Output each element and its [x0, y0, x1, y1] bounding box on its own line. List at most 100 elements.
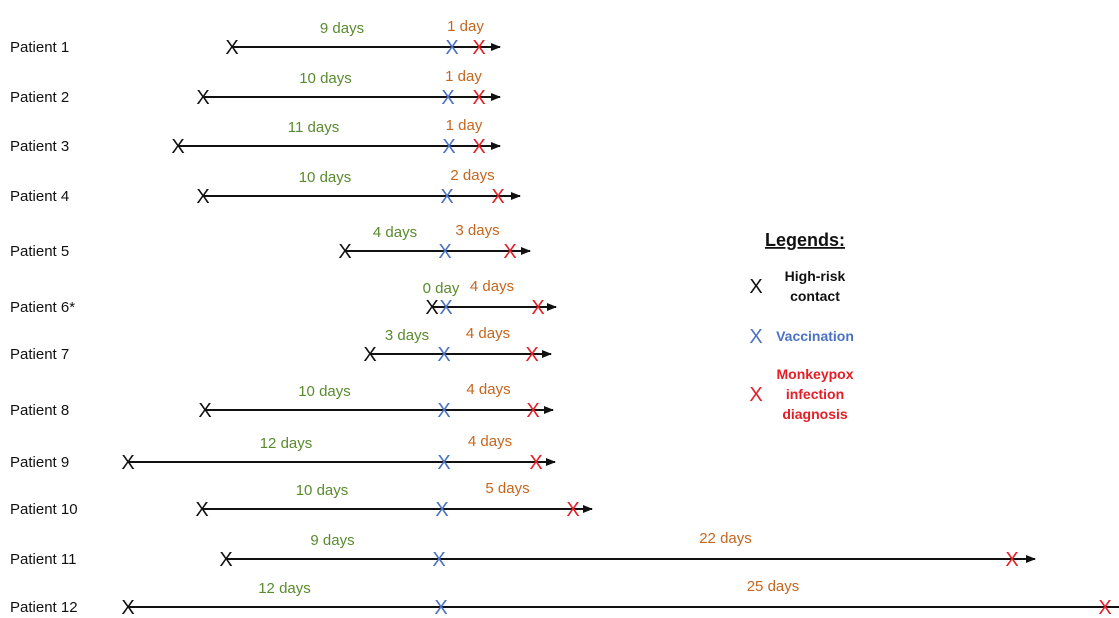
vaccination-marker: X — [432, 549, 445, 571]
diagnosis-marker: X — [472, 37, 485, 59]
pre-duration-label: 10 days — [299, 169, 352, 186]
diagnosis-marker: X — [566, 499, 579, 521]
patient-label: Patient 1 — [10, 39, 69, 56]
diagnosis-marker: X — [1005, 549, 1018, 571]
patient-row: Patient 6* X X X0 day 4 days — [10, 278, 557, 319]
patient-row: Patient 4 X X X 10 days 2 days — [10, 167, 521, 208]
diagnosis-marker: X — [472, 136, 485, 158]
legend-marker: X — [749, 326, 762, 348]
patient-label: Patient 8 — [10, 402, 69, 419]
patient-row: Patient 2 X X X10 days 1 day — [10, 68, 501, 109]
post-duration-label: 4 days — [466, 381, 510, 398]
legend-item-text: Vaccination — [776, 328, 854, 344]
vaccination-marker: X — [437, 344, 450, 366]
diagnosis-marker: X — [526, 400, 539, 422]
diagnosis-marker: X — [1098, 597, 1111, 618]
legend-title: Legends: — [765, 230, 845, 250]
diagnosis-marker: X — [472, 87, 485, 109]
legend-item-diagnosis: X Monkeypox infection diagnosis — [749, 366, 853, 422]
patient-label: Patient 5 — [10, 243, 69, 260]
contact-marker: X — [121, 597, 134, 618]
patient-label: Patient 4 — [10, 188, 69, 205]
patient-row: Patient 10 X X X 10 days 5 days — [10, 480, 593, 521]
post-duration-label: 2 days — [450, 167, 494, 184]
patient-label: Patient 12 — [10, 599, 78, 616]
post-duration-label: 4 days — [466, 325, 510, 342]
patient-row: Patient 7 X X X 3 days 4 days — [10, 325, 552, 366]
diagnosis-marker: X — [525, 344, 538, 366]
pre-duration-label: 12 days — [260, 435, 313, 452]
legend-item-text: High-risk — [785, 268, 846, 284]
diagnosis-marker: X — [503, 241, 516, 263]
vaccination-marker: X — [442, 136, 455, 158]
legend-item-contact: X High-risk contact — [749, 268, 845, 304]
contact-marker: X — [425, 297, 438, 319]
vaccination-marker: X — [437, 452, 450, 474]
patient-label: Patient 7 — [10, 346, 69, 363]
patient-row: Patient 11 X X X 9 days 22 days — [10, 530, 1036, 571]
patient-row: Patient 12 X X X 12 days 25 days — [10, 578, 1119, 618]
pre-duration-label: 3 days — [385, 327, 429, 344]
contact-marker: X — [198, 400, 211, 422]
patient-row: Patient 8 X X X 10 days 4 days — [10, 381, 554, 422]
patient-row: Patient 5 X X X 4 days 3 days — [10, 222, 531, 263]
pre-duration-label: 4 days — [373, 224, 417, 241]
legend-item-vaccination: X Vaccination — [749, 326, 854, 348]
pre-duration-label: 10 days — [298, 383, 351, 400]
pre-duration-label: 11 days — [288, 119, 339, 136]
diagnosis-marker: X — [529, 452, 542, 474]
vaccination-marker: X — [435, 499, 448, 521]
patient-label: Patient 10 — [10, 501, 78, 518]
pre-duration-label: 9 days — [320, 20, 364, 37]
post-duration-label: 22 days — [699, 530, 752, 547]
legend-item-text: Monkeypox — [776, 366, 853, 382]
diagnosis-marker: X — [491, 186, 504, 208]
contact-marker: X — [196, 87, 209, 109]
patient-row: Patient 1 X X X9 days 1 day — [10, 18, 501, 59]
post-duration-label: 4 days — [468, 433, 512, 450]
pre-duration-label: 9 days — [310, 532, 354, 549]
post-duration-label: 3 days — [455, 222, 499, 239]
patient-label: Patient 6* — [10, 299, 75, 316]
pre-duration-label: 10 days — [296, 482, 349, 499]
patient-label: Patient 11 — [10, 551, 76, 568]
vaccination-marker: X — [434, 597, 447, 618]
vaccination-marker: X — [437, 400, 450, 422]
post-duration-label: 4 days — [470, 278, 514, 295]
diagnosis-marker: X — [531, 297, 544, 319]
pre-duration-label: 0 day — [423, 280, 460, 297]
legend-marker: X — [749, 384, 762, 406]
vaccination-marker: X — [441, 87, 454, 109]
vaccination-marker: X — [440, 186, 453, 208]
contact-marker: X — [219, 549, 232, 571]
post-duration-label: 5 days — [485, 480, 529, 497]
patient-label: Patient 2 — [10, 89, 69, 106]
vaccination-marker: X — [445, 37, 458, 59]
vaccination-marker: X — [439, 297, 452, 319]
post-duration-label: 1 day — [445, 68, 482, 85]
contact-marker: X — [225, 37, 238, 59]
vaccination-marker: X — [438, 241, 451, 263]
post-duration-label: 1 day — [447, 18, 484, 35]
legend-marker: X — [749, 276, 762, 298]
pre-duration-label: 12 days — [258, 580, 311, 597]
contact-marker: X — [338, 241, 351, 263]
patient-row: Patient 3 X X X11 days 1 day — [10, 117, 501, 158]
contact-marker: X — [195, 499, 208, 521]
patient-row: Patient 9 X X X 12 days 4 days — [10, 433, 556, 474]
contact-marker: X — [171, 136, 184, 158]
legend-item-text: infection — [786, 386, 844, 402]
contact-marker: X — [196, 186, 209, 208]
legend-item-text: diagnosis — [782, 406, 848, 422]
patient-label: Patient 3 — [10, 138, 69, 155]
pre-duration-label: 10 days — [299, 70, 352, 87]
post-duration-label: 1 day — [446, 117, 483, 134]
post-duration-label: 25 days — [747, 578, 800, 595]
contact-marker: X — [121, 452, 134, 474]
legend-item-text: contact — [790, 288, 840, 304]
contact-marker: X — [363, 344, 376, 366]
patient-label: Patient 9 — [10, 454, 69, 471]
